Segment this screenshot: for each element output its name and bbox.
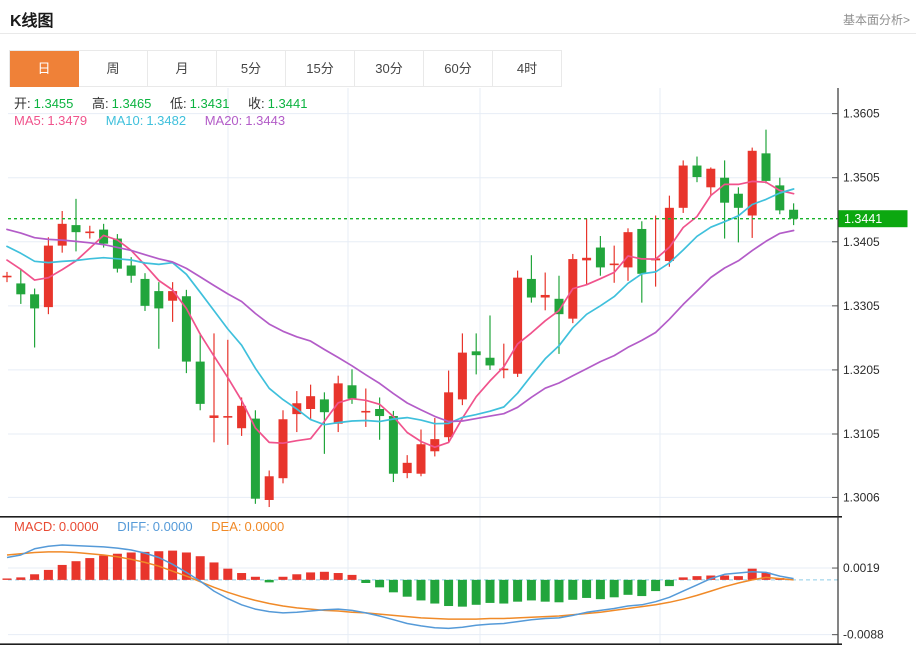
svg-text:1.3305: 1.3305 — [843, 299, 880, 313]
low-label: 低: — [170, 96, 187, 111]
dea-label: DEA: — [211, 519, 242, 534]
current-price-badge: 1.3441 — [838, 210, 908, 228]
ma5-value: 1.3479 — [47, 113, 88, 128]
tab-bar: 日周月 5分 15分 30分 60分 4时 — [9, 50, 562, 87]
tab-15分[interactable]: 15分 — [286, 51, 355, 87]
high-label: 高: — [92, 96, 109, 111]
tab-30分[interactable]: 30分 — [355, 51, 424, 87]
svg-text:1.3105: 1.3105 — [843, 427, 880, 441]
diff-label: DIFF: — [117, 519, 150, 534]
ma10-label: MA10: — [105, 113, 144, 128]
ma10-line — [6, 188, 795, 426]
ma20-label: MA20: — [204, 113, 243, 128]
diff-value: 0.0000 — [152, 519, 193, 534]
tab-周[interactable]: 周 — [79, 51, 148, 87]
tab-5分[interactable]: 5分 — [217, 51, 286, 87]
bottom-border — [0, 643, 842, 645]
svg-text:1.3006: 1.3006 — [843, 490, 880, 504]
close-value: 1.3441 — [267, 96, 308, 111]
tab-日[interactable]: 日 — [10, 51, 79, 87]
fundamental-analysis-link[interactable]: 基本面分析> — [842, 13, 910, 27]
tab-4时[interactable]: 4时 — [493, 51, 562, 87]
panel-divider — [0, 516, 842, 518]
dea-value: 0.0000 — [244, 519, 285, 534]
svg-text:1.3505: 1.3505 — [843, 171, 880, 185]
open-label: 开: — [14, 96, 31, 111]
ma20-value: 1.3443 — [245, 113, 286, 128]
ohlc-legend: 开: 1.3455 高: 1.3465 低: 1.3431 收: 1.3441 — [14, 93, 322, 112]
dea-line — [6, 551, 794, 620]
diff-line — [6, 544, 794, 630]
axis-labels: 1.3605 1.3505 1.3405 1.3305 1.3205 1.3105 1.30… — [832, 107, 884, 642]
svg-text:1.3441: 1.3441 — [844, 212, 882, 226]
macd-legend: MACD: 0.0000 DIFF: 0.0000 DEA: 0.0000 — [14, 519, 299, 534]
svg-text:0.0019: 0.0019 — [843, 561, 880, 575]
close-label: 收: — [248, 96, 265, 111]
tab-月[interactable]: 月 — [148, 51, 217, 87]
svg-text:1.3605: 1.3605 — [843, 107, 880, 121]
page-title: K线图 — [10, 13, 54, 30]
high-value: 1.3465 — [111, 96, 152, 111]
tab-60分[interactable]: 60分 — [424, 51, 493, 87]
candles — [2, 129, 799, 508]
macd-label: MACD: — [14, 519, 56, 534]
ma5-label: MA5: — [14, 113, 45, 128]
grid-lines — [8, 88, 838, 644]
ma10-value: 1.3482 — [146, 113, 187, 128]
ma-legend: MA5: 1.3479 MA10: 1.3482 MA20: 1.3443 — [14, 113, 300, 128]
open-value: 1.3455 — [33, 96, 74, 111]
low-value: 1.3431 — [189, 96, 230, 111]
ma20-line — [6, 228, 795, 423]
header-divider — [0, 33, 916, 34]
svg-text:1.3205: 1.3205 — [843, 363, 880, 377]
ma5-line — [6, 180, 795, 449]
svg-text:1.3405: 1.3405 — [843, 235, 880, 249]
svg-text:-0.0088: -0.0088 — [843, 628, 884, 642]
macd-value: 0.0000 — [58, 519, 99, 534]
